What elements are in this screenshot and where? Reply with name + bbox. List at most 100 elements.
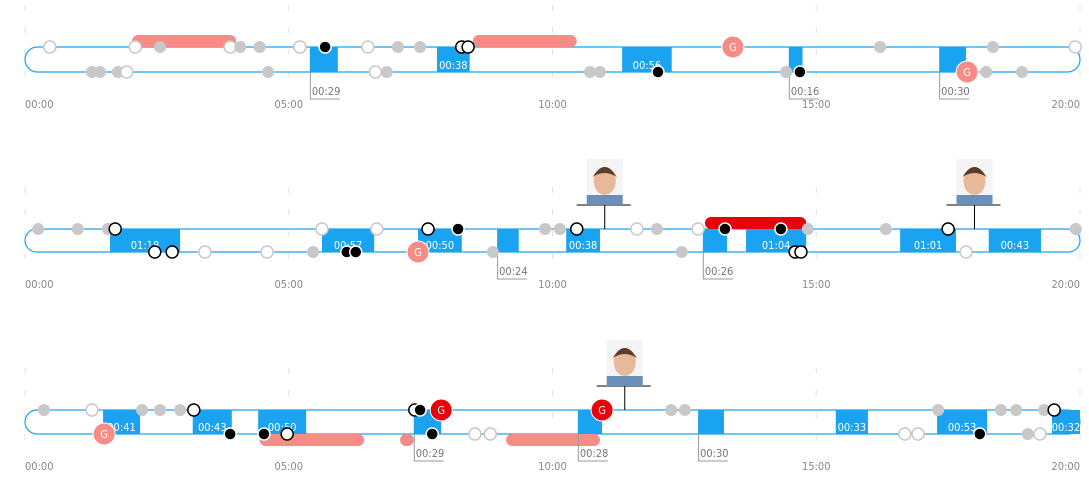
event-dot [260, 245, 274, 259]
event-dot [898, 427, 912, 441]
event-dot [780, 66, 793, 78]
event-dot [368, 65, 383, 79]
event-dot [425, 427, 439, 441]
goal-label: G [100, 428, 108, 441]
block-label: 00:50 [426, 239, 455, 252]
event-dot [941, 222, 955, 236]
event-dot [911, 427, 925, 441]
block-label: 00:43 [198, 421, 227, 434]
event-dot [348, 245, 363, 259]
event-dot [1015, 66, 1028, 78]
event-dot [154, 404, 167, 416]
event-dot [932, 404, 945, 416]
event-dot [120, 65, 134, 79]
event-dot [128, 40, 142, 54]
event-dot [307, 246, 320, 258]
event-dot [553, 223, 566, 235]
event-dot [187, 403, 201, 417]
event-dot [665, 404, 678, 416]
event-dot [32, 223, 45, 235]
x-tick-label: 05:00 [274, 98, 303, 111]
event-dot [691, 222, 705, 236]
event-dot [1021, 428, 1034, 440]
event-dot [794, 245, 808, 259]
event-dot [257, 427, 271, 441]
block-label: 00:30 [700, 447, 729, 460]
block-label: 01:04 [762, 239, 791, 252]
event-dot [136, 404, 149, 416]
event-dot [223, 427, 237, 441]
event-dot [539, 223, 552, 235]
event-dot [293, 40, 307, 54]
event-dot [1033, 427, 1047, 441]
photo-hair [592, 167, 617, 177]
event-dot [43, 40, 57, 54]
photo-hair [962, 167, 987, 177]
event-dot [793, 65, 807, 79]
event-dot [280, 427, 294, 441]
block-label: 00:53 [948, 421, 977, 434]
event-dot [154, 41, 167, 53]
event-dot [650, 223, 663, 235]
event-dot [413, 403, 427, 417]
event-dot [71, 223, 84, 235]
photo-face [593, 167, 616, 195]
event-dot [570, 222, 584, 236]
goal-badge [92, 422, 116, 446]
x-tick-label: 00:00 [25, 278, 54, 291]
event-dot [879, 223, 892, 235]
goal-label: G [963, 66, 971, 79]
x-tick-label: 20:00 [1051, 460, 1080, 473]
event-dot [315, 222, 329, 236]
power-play-block [746, 229, 807, 252]
event-dot [421, 222, 435, 236]
x-tick-label: 10:00 [538, 278, 567, 291]
player-photo [956, 159, 993, 205]
event-dot [253, 41, 266, 53]
player-photo [606, 340, 643, 386]
event-dot [651, 65, 665, 79]
event-dot [994, 404, 1007, 416]
photo-face [963, 167, 986, 195]
block-label: 00:43 [1001, 239, 1030, 252]
goal-badge [429, 398, 453, 422]
power-play-block [497, 229, 519, 252]
power-play-block [988, 229, 1041, 252]
event-dot [678, 404, 691, 416]
event-dot [391, 41, 404, 53]
event-dot [85, 403, 99, 417]
power-play-block [109, 229, 181, 252]
goal-badge [590, 398, 614, 422]
block-label: 00:32 [1052, 421, 1081, 434]
x-tick-label: 10:00 [538, 98, 567, 111]
event-dot [630, 222, 644, 236]
photo-shirt [956, 195, 993, 205]
block-label: 00:29 [416, 447, 445, 460]
x-tick-label: 15:00 [802, 98, 831, 111]
event-dot [593, 66, 606, 78]
event-dot [37, 404, 50, 416]
event-dot [1047, 403, 1061, 417]
x-tick-label: 15:00 [802, 278, 831, 291]
event-dot [174, 404, 187, 416]
block-label: 01:01 [914, 239, 943, 252]
player-photo [586, 159, 623, 205]
block-label: 00:26 [705, 265, 734, 278]
event-dot [801, 223, 814, 235]
event-dot [165, 245, 179, 259]
event-dot [675, 246, 688, 258]
goal-label: G [437, 404, 445, 417]
event-dot [414, 41, 427, 53]
event-dot [1069, 223, 1082, 235]
event-dot [262, 66, 275, 78]
event-dot [486, 246, 499, 258]
goal-label: G [414, 246, 422, 259]
x-tick-label: 00:00 [25, 98, 54, 111]
event-dot [774, 222, 788, 236]
event-dot [973, 427, 987, 441]
block-label: 00:24 [499, 265, 528, 278]
x-tick-label: 15:00 [802, 460, 831, 473]
block-label: 00:29 [312, 85, 341, 98]
photo-hair [612, 348, 637, 358]
goal-badge [955, 60, 979, 84]
